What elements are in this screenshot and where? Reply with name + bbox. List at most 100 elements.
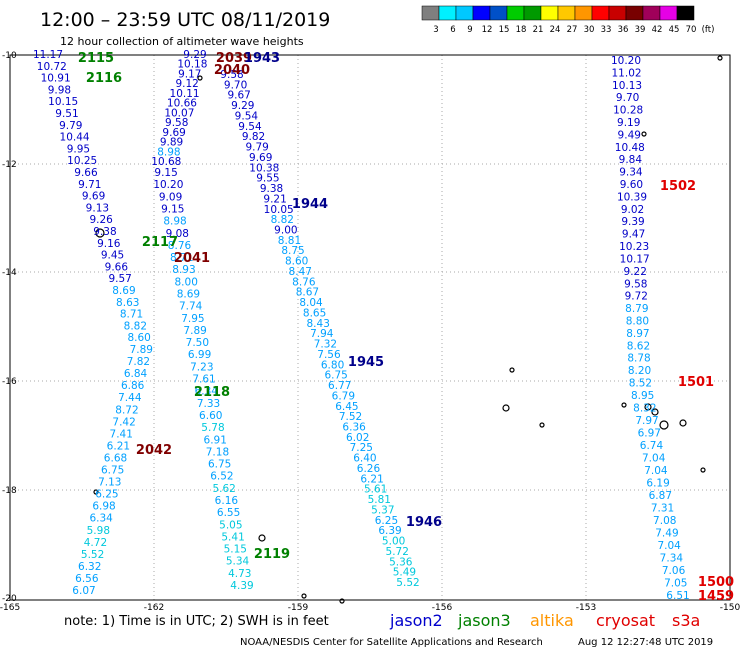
wave-height-value: 9.79 xyxy=(59,120,82,132)
colorbar-swatch xyxy=(472,5,491,21)
wave-height-value: 8.43 xyxy=(307,318,330,330)
wave-height-value: 9.82 xyxy=(242,131,265,143)
wave-height-value: 6.21 xyxy=(360,473,383,485)
wave-height-value: 9.12 xyxy=(175,78,198,90)
wave-height-value: 8.71 xyxy=(170,252,193,264)
longitude-label: -153 xyxy=(576,603,596,613)
wave-height-value: 6.68 xyxy=(104,452,127,464)
island-outline xyxy=(679,419,687,427)
colorbar-label: 70 xyxy=(686,25,697,35)
island-outline xyxy=(644,403,652,411)
legend-note: note: 1) Time is in UTC; 2) SWH is in fe… xyxy=(64,614,329,629)
pass-label-2042: 2042 xyxy=(136,443,172,458)
wave-height-value: 7.61 xyxy=(192,374,215,386)
wave-height-value: 7.04 xyxy=(642,453,666,465)
wave-height-value: 7.44 xyxy=(118,392,142,404)
colorbar-label: 39 xyxy=(635,25,646,35)
wave-height-value: 8.78 xyxy=(627,353,650,365)
legend-altika: altika xyxy=(530,611,574,630)
wave-height-value: 7.42 xyxy=(112,416,135,428)
wave-height-value: 9.39 xyxy=(621,216,644,228)
wave-height-value: 7.95 xyxy=(181,313,204,325)
wave-height-value: 9.89 xyxy=(160,137,183,149)
pass-label-1944: 1944 xyxy=(292,197,328,212)
island-outline xyxy=(717,55,723,61)
island-outline xyxy=(502,404,510,412)
wave-height-value: 7.34 xyxy=(660,553,684,565)
latitude-label: -20 xyxy=(2,594,17,604)
wave-height-value: 9.19 xyxy=(617,117,640,129)
wave-height-value: 9.47 xyxy=(622,229,645,241)
longitude-label: -150 xyxy=(720,603,740,613)
wave-height-value: 6.84 xyxy=(124,368,148,380)
island-outline xyxy=(700,467,706,473)
wave-height-value: 9.00 xyxy=(274,225,297,237)
wave-height-value: 6.56 xyxy=(75,573,99,585)
wave-height-value: 7.56 xyxy=(317,349,341,361)
wave-height-value: 6.97 xyxy=(638,428,661,440)
wave-height-value: 9.38 xyxy=(260,183,283,195)
longitude-label: -165 xyxy=(0,603,20,613)
longitude-labels: -165 -162 -159 -156 -153 -150 xyxy=(0,603,740,613)
colorbar-swatch xyxy=(659,5,678,21)
longitude-label: -162 xyxy=(144,603,164,613)
wave-height-value: 6.51 xyxy=(666,590,689,602)
wave-height-value: 10.20 xyxy=(611,55,641,67)
pass-label-1946: 1946 xyxy=(406,515,442,530)
colorbar-label: 33 xyxy=(601,25,612,35)
wave-height-value: 5.34 xyxy=(226,556,250,568)
wave-height-value: 9.29 xyxy=(183,49,206,61)
track-cryosat-east: 10.2011.0210.139.7010.289.199.4910.489.8… xyxy=(611,55,690,602)
wave-height-value: 9.15 xyxy=(161,204,184,216)
colorbar-swatch xyxy=(489,5,508,21)
wave-height-value: 8.69 xyxy=(177,289,200,301)
pass-label-1945: 1945 xyxy=(348,355,384,370)
wave-height-value: 6.25 xyxy=(95,489,118,501)
wave-height-value: 11.17 xyxy=(33,49,63,61)
timestamp-text: Aug 12 12:27:48 UTC 2019 xyxy=(578,637,713,648)
colorbar-swatch xyxy=(421,5,440,21)
wave-height-value: 9.26 xyxy=(89,214,113,226)
colorbar-swatch xyxy=(625,5,644,21)
wave-height-value: 9.34 xyxy=(619,167,643,179)
wave-height-value: 9.38 xyxy=(93,226,116,238)
wave-height-value: 7.97 xyxy=(635,415,658,427)
colorbar-label: 18 xyxy=(516,25,527,35)
wave-height-value: 6.36 xyxy=(342,421,366,433)
wave-height-value: 9.69 xyxy=(249,152,272,164)
map-subtitle: 12 hour collection of altimeter wave hei… xyxy=(60,35,304,48)
wave-height-value: 10.68 xyxy=(151,156,181,168)
longitude-label: -156 xyxy=(432,603,453,613)
pass-label-2041: 2041 xyxy=(174,251,210,266)
plot-frame xyxy=(9,54,731,601)
map-title: 12:00 – 23:59 UTC 08/11/2019 xyxy=(40,9,330,31)
island-outlines xyxy=(93,55,723,604)
colorbar-label: 30 xyxy=(584,25,595,35)
wave-height-value: 7.32 xyxy=(314,339,337,351)
wave-height-value: 7.41 xyxy=(110,428,133,440)
island-outline xyxy=(509,367,515,373)
wave-height-value: 9.08 xyxy=(166,228,189,240)
wave-height-value: 6.19 xyxy=(646,478,669,490)
colorbar-swatch xyxy=(591,5,610,21)
colorbar-label: 9 xyxy=(467,25,472,35)
wave-height-value: 7.89 xyxy=(183,325,206,337)
wave-height-value: 8.82 xyxy=(124,320,147,332)
island-outline xyxy=(339,598,345,604)
pass-label-1943: 1943 xyxy=(244,51,280,66)
colorbar-label: 21 xyxy=(533,25,544,35)
wave-height-value: 7.13 xyxy=(98,477,121,489)
colorbar-label: 27 xyxy=(567,25,578,35)
wave-height-value: 8.62 xyxy=(627,340,650,352)
pass-label-1459: 1459 xyxy=(698,589,734,604)
wave-height-value: 9.95 xyxy=(67,143,90,155)
island-outline xyxy=(659,420,669,430)
wave-height-value: 6.25 xyxy=(375,515,398,527)
wave-height-value: 9.58 xyxy=(624,278,647,290)
track-jason2-east: 9.589.709.679.299.549.549.829.799.6910.3… xyxy=(220,69,419,589)
wave-height-value: 9.70 xyxy=(616,92,639,104)
wave-height-value: 5.98 xyxy=(87,525,110,537)
pass-label-2117: 2117 xyxy=(142,235,178,250)
